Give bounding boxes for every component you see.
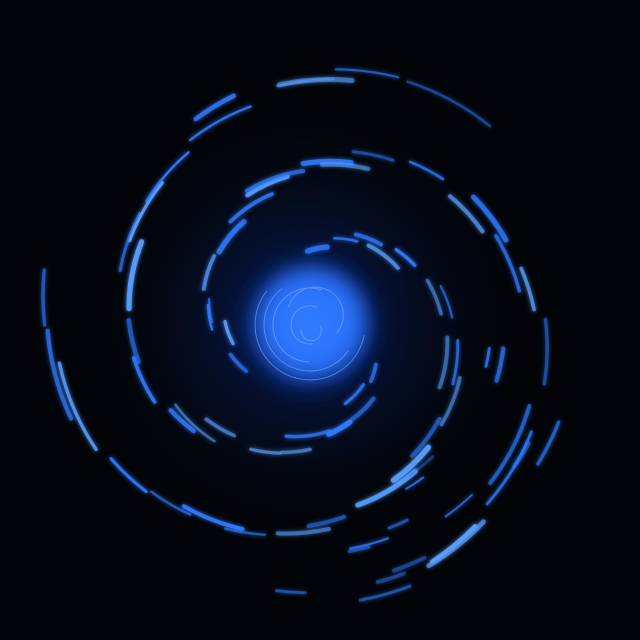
swirl-streak bbox=[439, 285, 454, 319]
swirl-streak bbox=[470, 194, 509, 243]
swirl-streak bbox=[168, 408, 196, 434]
swirl-streak bbox=[408, 160, 445, 181]
outer-streak bbox=[387, 518, 409, 530]
swirl-streak bbox=[394, 247, 417, 267]
swirl-streak bbox=[542, 318, 549, 386]
core-ring bbox=[300, 325, 322, 342]
core-ring bbox=[263, 287, 349, 372]
core-ring bbox=[288, 286, 344, 334]
core-ring bbox=[290, 305, 317, 345]
swirl-streak bbox=[228, 352, 249, 373]
outer-streak bbox=[405, 476, 425, 490]
outer-streak bbox=[349, 537, 389, 550]
swirl-streak bbox=[276, 76, 355, 88]
swirl-streak bbox=[333, 237, 359, 243]
swirl-streak bbox=[174, 403, 216, 443]
swirl-streak bbox=[447, 194, 485, 234]
swirl-streak bbox=[223, 319, 235, 346]
core-ring bbox=[254, 290, 365, 381]
swirl-streak bbox=[425, 278, 443, 316]
swirl-streak bbox=[366, 243, 400, 270]
swirl-streak bbox=[109, 457, 148, 494]
swirl-streak bbox=[519, 266, 536, 312]
outer-streak bbox=[484, 346, 491, 368]
swirl-streak bbox=[145, 151, 190, 203]
swirl-streak bbox=[300, 158, 354, 167]
swirl-streak bbox=[353, 232, 383, 247]
swirl-streak bbox=[319, 162, 371, 171]
swirl-streak bbox=[284, 429, 332, 439]
swirl-streak bbox=[304, 244, 330, 254]
swirl-streak bbox=[326, 419, 353, 437]
swirl-streak bbox=[410, 416, 442, 458]
swirl-streak bbox=[249, 447, 282, 455]
swirl-streak bbox=[224, 527, 267, 536]
swirl-streak bbox=[439, 376, 462, 427]
swirl-streak bbox=[451, 339, 460, 386]
swirl-streak bbox=[426, 519, 486, 569]
swirl-streak bbox=[245, 174, 290, 198]
swirl-streak bbox=[343, 383, 365, 406]
outer-streak bbox=[275, 589, 307, 595]
outer-streak bbox=[375, 571, 406, 584]
swirl-streak bbox=[128, 181, 164, 243]
outer-streak bbox=[407, 455, 435, 477]
swirl-streak bbox=[244, 168, 306, 194]
swirl-streak bbox=[189, 105, 252, 142]
swirl-streak bbox=[131, 356, 157, 404]
swirl-streak bbox=[334, 68, 400, 79]
swirl-streak bbox=[350, 396, 376, 422]
swirl-streak bbox=[406, 80, 492, 128]
core-ring bbox=[272, 287, 323, 363]
outer-streak bbox=[358, 584, 412, 602]
swirl-streak bbox=[275, 526, 331, 536]
outer-streak bbox=[536, 420, 561, 466]
swirl-streak bbox=[216, 219, 247, 255]
outer-streak bbox=[444, 493, 473, 518]
swirl-streak bbox=[208, 298, 213, 324]
swirl-streak bbox=[204, 417, 236, 438]
swirl-streak bbox=[351, 150, 395, 162]
swirl-streak bbox=[206, 304, 214, 331]
swirl-streak bbox=[41, 268, 47, 327]
swirl-streak bbox=[126, 239, 145, 312]
outer-streak bbox=[494, 346, 506, 383]
core-swirl-rings bbox=[254, 286, 365, 381]
swirl-streaks bbox=[41, 68, 561, 602]
swirl-streak bbox=[369, 362, 378, 383]
outer-streak bbox=[347, 545, 371, 553]
swirl-streak bbox=[118, 211, 142, 273]
swirl-streak bbox=[488, 403, 532, 486]
swirl-streak bbox=[149, 490, 192, 516]
swirl-streak bbox=[430, 524, 478, 564]
swirl-streak bbox=[485, 430, 533, 506]
swirl-streak bbox=[390, 444, 432, 483]
swirl-streak bbox=[306, 514, 347, 529]
swirl-streak bbox=[57, 361, 98, 452]
swirl-streak bbox=[193, 93, 237, 122]
swirl-streak bbox=[228, 192, 274, 224]
outer-streak bbox=[391, 555, 427, 573]
swirl-streak bbox=[437, 335, 450, 390]
swirl-streak bbox=[181, 504, 245, 531]
swirl-streak bbox=[280, 447, 312, 455]
swirl-streak bbox=[201, 253, 217, 291]
swirl-streak bbox=[45, 328, 74, 421]
outer-streak bbox=[512, 441, 531, 469]
swirl-streak bbox=[126, 317, 141, 365]
swirl-streak bbox=[494, 234, 522, 293]
vortex-core-bright bbox=[260, 270, 364, 374]
